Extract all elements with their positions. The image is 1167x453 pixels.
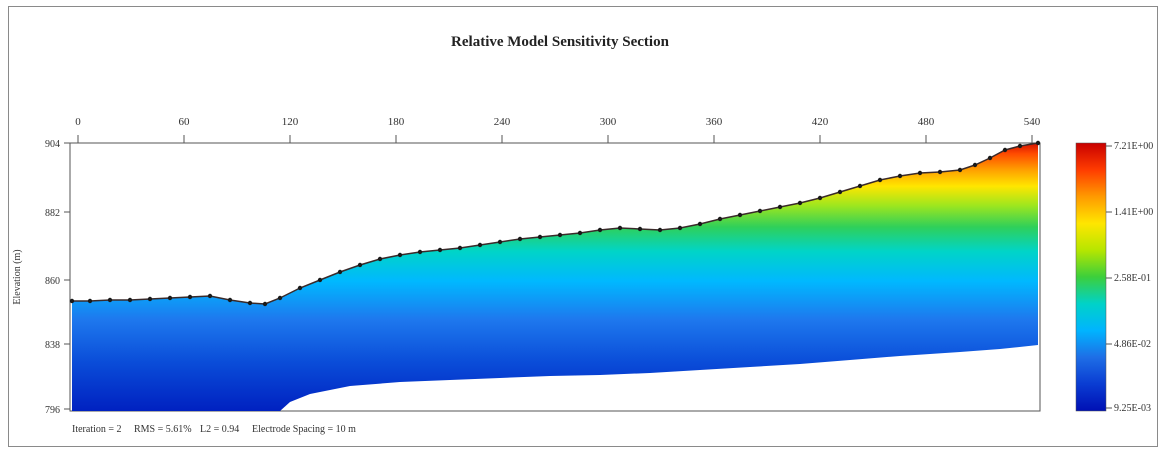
y-tick-label: 882 — [45, 208, 60, 219]
x-tick-label: 300 — [600, 116, 617, 128]
electrode-marker — [167, 295, 173, 301]
electrode-marker — [127, 297, 133, 303]
electrode-marker — [1002, 147, 1008, 153]
electrode-marker — [777, 204, 783, 210]
electrode-marker — [277, 295, 283, 301]
electrode-marker — [1035, 140, 1041, 146]
x-tick-label: 240 — [494, 116, 511, 128]
x-tick-label: 60 — [179, 116, 191, 128]
colorbar-ticks: 7.21E+00 1.41E+00 2.58E-01 4.86E-02 9.25E-03 — [1106, 141, 1153, 414]
colorbar: 7.21E+00 1.41E+00 2.58E-01 4.86E-02 9.25E-03 — [1075, 141, 1153, 414]
colorbar-label: 4.86E-02 — [1114, 339, 1151, 350]
y-axis: 904 882 860 838 796 — [45, 139, 70, 416]
electrode-marker — [337, 269, 343, 275]
electrode-marker — [537, 234, 543, 240]
electrode-marker — [797, 200, 803, 206]
electrode-marker — [757, 208, 763, 214]
model-section — [72, 143, 1038, 411]
y-tick-label: 796 — [45, 405, 60, 416]
colorbar-label: 7.21E+00 — [1114, 141, 1153, 152]
electrode-marker — [317, 277, 323, 283]
x-tick-label: 420 — [812, 116, 829, 128]
electrode-marker — [517, 236, 523, 242]
x-tick-label: 360 — [706, 116, 723, 128]
colorbar-gradient — [1075, 142, 1107, 412]
electrode-marker — [437, 247, 443, 253]
footer-iteration: Iteration = 2 — [72, 424, 122, 435]
y-tick-label: 904 — [45, 139, 60, 150]
electrode-marker — [87, 298, 93, 304]
electrode-marker — [477, 242, 483, 248]
electrode-marker — [497, 239, 503, 245]
x-axis-top: 0 60 120 180 240 300 360 420 480 540 — [75, 116, 1041, 143]
electrode-marker — [837, 189, 843, 195]
colorbar-label: 9.25E-03 — [1114, 403, 1151, 414]
electrode-marker — [697, 221, 703, 227]
x-tick-label: 180 — [388, 116, 405, 128]
y-tick-label: 838 — [45, 340, 60, 351]
x-tick-label: 0 — [75, 116, 81, 128]
electrode-marker — [377, 256, 383, 262]
electrode-marker — [557, 232, 563, 238]
plot-area — [69, 142, 1041, 412]
electrode-marker — [637, 226, 643, 232]
electrode-marker — [297, 285, 303, 291]
electrode-marker — [417, 249, 423, 255]
electrodes — [69, 140, 1041, 307]
electrode-marker — [877, 177, 883, 183]
colorbar-label: 1.41E+00 — [1114, 207, 1153, 218]
electrode-marker — [657, 227, 663, 233]
electrode-marker — [457, 245, 463, 251]
colorbar-label: 2.58E-01 — [1114, 273, 1151, 284]
electrode-marker — [717, 216, 723, 222]
electrode-marker — [262, 301, 268, 307]
footer-electrode-spacing: Electrode Spacing = 10 m — [252, 424, 356, 435]
x-tick-label: 540 — [1024, 116, 1041, 128]
electrode-marker — [917, 170, 923, 176]
electrode-marker — [677, 225, 683, 231]
footer-rms: RMS = 5.61% — [134, 424, 192, 435]
footer-l2: L2 = 0.94 — [200, 424, 239, 435]
electrode-marker — [107, 297, 113, 303]
electrode-marker — [897, 173, 903, 179]
electrode-marker — [937, 169, 943, 175]
footer-info: Iteration = 2 RMS = 5.61% L2 = 0.94 Elec… — [72, 424, 356, 435]
electrode-marker — [247, 300, 253, 306]
electrode-marker — [857, 183, 863, 189]
y-axis-label: Elevation (m) — [12, 249, 23, 304]
electrode-marker — [397, 252, 403, 258]
electrode-marker — [187, 294, 193, 300]
electrode-marker — [737, 212, 743, 218]
figure-frame — [8, 6, 1158, 447]
electrode-marker — [357, 262, 363, 268]
electrode-marker — [597, 227, 603, 233]
electrode-marker — [972, 162, 978, 168]
electrode-marker — [987, 155, 993, 161]
electrode-marker — [147, 296, 153, 302]
electrode-marker — [227, 297, 233, 303]
y-tick-label: 860 — [45, 276, 60, 287]
electrode-marker — [207, 293, 213, 299]
electrode-marker — [577, 230, 583, 236]
electrode-marker — [957, 167, 963, 173]
electrode-marker — [69, 298, 75, 304]
x-tick-label: 120 — [282, 116, 299, 128]
electrode-marker — [1017, 143, 1023, 149]
electrode-marker — [617, 225, 623, 231]
x-tick-label: 480 — [918, 116, 935, 128]
chart-title: Relative Model Sensitivity Section — [451, 34, 670, 50]
electrode-marker — [817, 195, 823, 201]
